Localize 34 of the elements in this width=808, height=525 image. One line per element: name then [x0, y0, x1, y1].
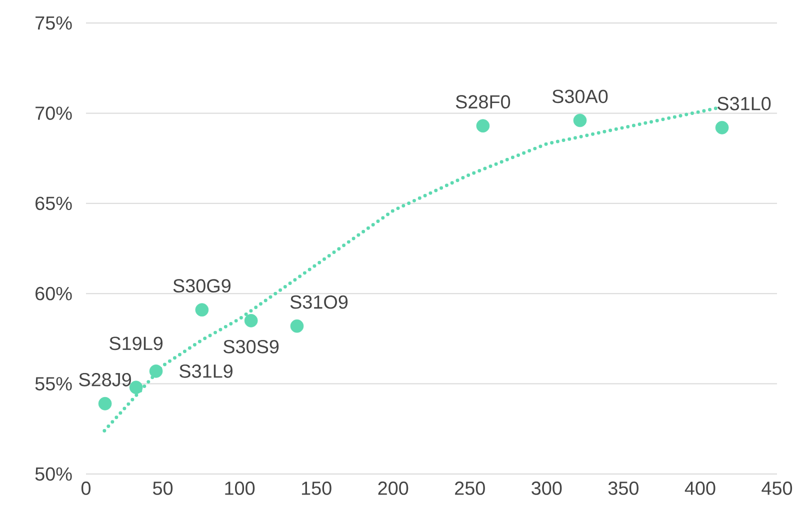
point [149, 364, 163, 378]
point [573, 114, 587, 128]
x-tick-label: 300 [532, 482, 562, 495]
y-tick-label: 50% [35, 467, 72, 481]
annotation: S30S9 [224, 340, 279, 354]
y-tick-label: 55% [35, 377, 72, 390]
y-tick-label: 60% [36, 286, 72, 300]
annotation: S28F0 [456, 95, 510, 109]
x-tick-label: 0 [81, 482, 91, 495]
annotation: S31L0 [718, 96, 771, 110]
y-tick-label: 75% [36, 16, 72, 30]
annotation: S31L9 [180, 364, 232, 378]
annotation: S19L9 [110, 336, 163, 350]
annotation: S30A0 [552, 90, 608, 104]
point [715, 120, 729, 134]
x-tick-label: 350 [608, 482, 638, 495]
x-tick-label: 400 [684, 482, 716, 495]
x-tick-label: 150 [302, 482, 332, 495]
point [290, 319, 304, 333]
x-tick-label: 100 [225, 482, 255, 495]
annotation: S30G9 [173, 279, 230, 293]
x-tick-label: 250 [455, 482, 485, 495]
point [129, 380, 143, 394]
y-tick-label: 65% [36, 196, 72, 210]
point [476, 119, 490, 132]
annotation: S28J9 [79, 372, 131, 386]
x-tick-label: 450 [762, 482, 792, 495]
point [244, 314, 258, 328]
point [195, 303, 209, 317]
point [98, 396, 112, 410]
y-tick-label: 70% [36, 106, 72, 120]
x-tick-label: 200 [378, 482, 408, 495]
x-tick-label: 50 [153, 482, 173, 495]
annotation: S31O9 [290, 295, 348, 309]
